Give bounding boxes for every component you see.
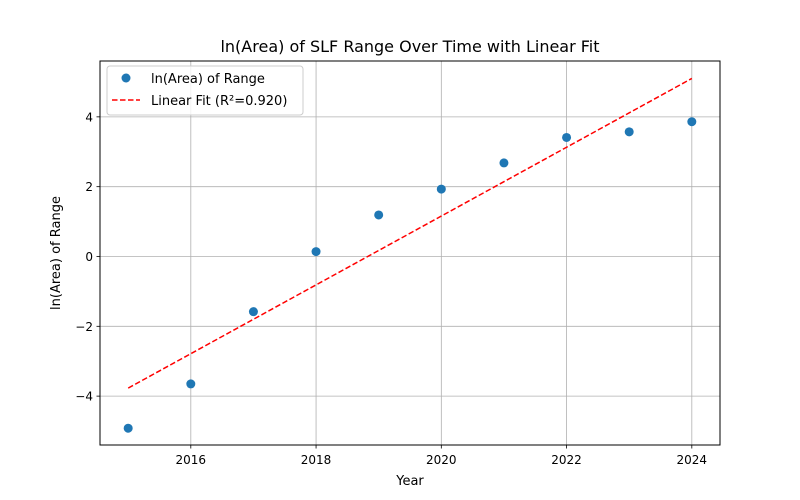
chart-title: ln(Area) of SLF Range Over Time with Lin…	[220, 37, 599, 56]
data-point	[311, 247, 321, 257]
data-point	[374, 210, 384, 220]
x-tick-label: 2024	[677, 453, 708, 467]
data-point	[123, 423, 133, 433]
legend-label-scatter: ln(Area) of Range	[151, 72, 265, 87]
y-tick-label: −2	[75, 320, 93, 334]
x-tick-label: 2022	[551, 453, 582, 467]
axes-frame	[99, 60, 721, 446]
legend-box	[106, 65, 304, 116]
y-tick-label: 2	[85, 180, 93, 194]
x-tick-label: 2018	[301, 453, 332, 467]
plot-area	[123, 77, 697, 433]
data-point	[436, 184, 446, 194]
y-tick-label: −4	[75, 390, 93, 404]
y-tick-label: 4	[85, 110, 93, 124]
data-point	[624, 127, 634, 137]
legend-marker-scatter	[121, 73, 131, 83]
data-point	[186, 379, 196, 389]
y-axis-label: ln(Area) of Range	[49, 196, 64, 310]
data-point	[562, 132, 572, 142]
y-tick-label: 0	[85, 250, 93, 264]
x-axis-label: Year	[395, 474, 424, 489]
axis-ticks: 2016 2018 2020 2022 2024 −4 −2 0 2 4	[75, 110, 707, 467]
data-point	[248, 307, 258, 317]
legend: ln(Area) of Range Linear Fit (R²=0.920)	[106, 65, 304, 116]
x-tick-label: 2020	[426, 453, 457, 467]
legend-label-fit: Linear Fit (R²=0.920)	[151, 94, 287, 109]
data-point	[687, 117, 697, 127]
linear-fit-line	[127, 77, 693, 389]
data-point	[499, 158, 509, 168]
x-tick-label: 2016	[176, 453, 207, 467]
